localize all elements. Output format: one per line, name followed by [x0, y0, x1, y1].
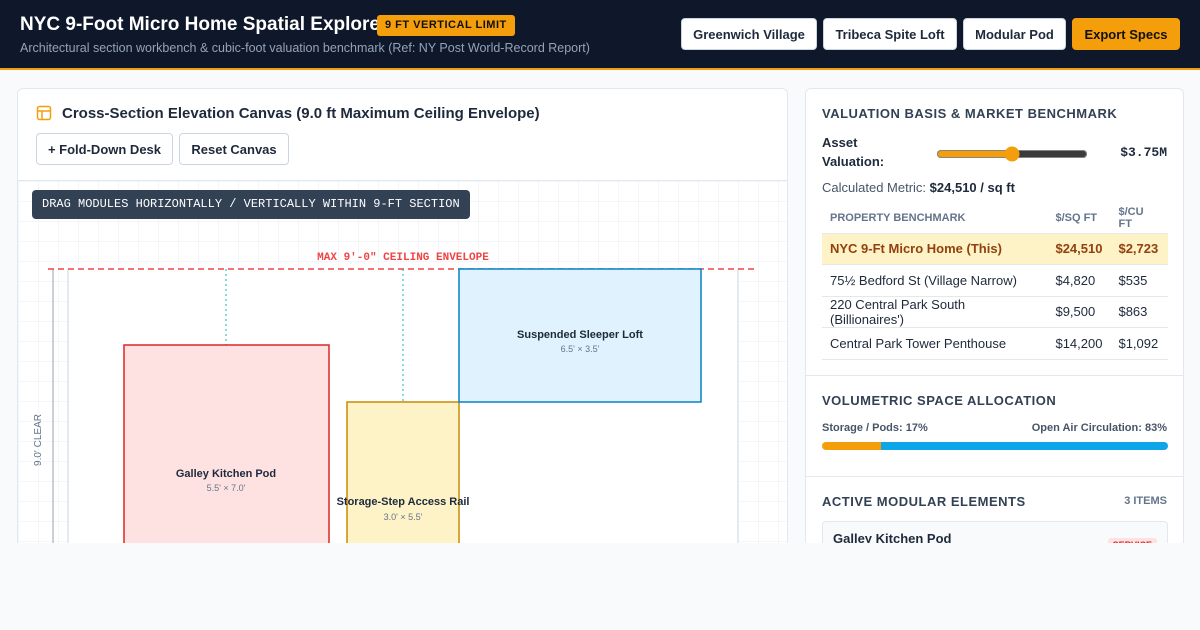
allocation-bar: [822, 442, 1168, 450]
storage-share: [822, 442, 881, 450]
module[interactable]: Storage-Step Access Rail 3.0' × 5.5': [337, 401, 470, 558]
metric-label: Calculated Metric:: [822, 180, 927, 195]
module-label: Galley Kitchen Pod: [176, 468, 276, 480]
section-title: VOLUMETRIC SPACE ALLOCATION: [822, 393, 1057, 408]
table-row: Central Park Tower Penthouse $14,200 $1,09…: [822, 327, 1168, 360]
subtitle: Architectural section workbench & cubic-…: [20, 41, 590, 55]
table-cell: $24,510: [1047, 233, 1111, 265]
canvas-panel: Cross-Section Elevation Canvas (9.0 ft M…: [17, 88, 788, 558]
section-title: VALUATION BASIS & MARKET BENCHMARK: [822, 106, 1118, 121]
preset-button[interactable]: Modular Pod: [963, 18, 1066, 50]
benchmark-table: PROPERTY BENCHMARK $/SQ FT $/CU FT NYC 9-F…: [822, 203, 1168, 360]
add-button[interactable]: + Fold-Down Desk: [36, 133, 173, 165]
badge: 9 FT VERTICAL LIMIT: [377, 15, 515, 36]
storage-label: Storage / Pods: 17%: [822, 422, 928, 434]
metric-value: $24,510 / sq ft: [929, 180, 1015, 195]
blank-area: [0, 543, 1200, 630]
column-header: $/SQ FT: [1047, 203, 1111, 234]
valuation-slider[interactable]: [936, 146, 1088, 162]
section-title: ACTIVE MODULAR ELEMENTS: [822, 494, 1026, 509]
table-cell: $863: [1110, 296, 1168, 328]
table-cell: $535: [1110, 264, 1168, 297]
header: NYC 9-Foot Micro Home Spatial Explorer 9…: [0, 0, 1200, 70]
preset-button[interactable]: Greenwich Village: [681, 18, 817, 50]
asset-label: Asset Valuation:: [822, 135, 885, 169]
table-cell: Central Park Tower Penthouse: [822, 327, 1048, 360]
hint: DRAG MODULES HORIZONTALLY / VERTICALLY W…: [32, 190, 470, 219]
module[interactable]: Suspended Sleeper Loft 6.5' × 3.5': [458, 268, 702, 403]
item-count: 3 ITEMS: [1124, 495, 1167, 507]
table-row: NYC 9-Ft Micro Home (This) $24,510 $2,723: [822, 233, 1168, 265]
table-cell: $9,500: [1047, 296, 1111, 328]
reset-button[interactable]: Reset Canvas: [179, 133, 289, 165]
module-label: Suspended Sleeper Loft: [517, 329, 643, 341]
table-cell: $1,092: [1110, 327, 1168, 360]
preset-button[interactable]: Tribeca Spite Loft: [823, 18, 957, 50]
column-header: $/CU FT: [1110, 203, 1168, 234]
air-label: Open Air Circulation: 83%: [1031, 422, 1167, 434]
column-header: PROPERTY BENCHMARK: [822, 203, 1048, 234]
side-panel: VALUATION BASIS & MARKET BENCHMARK Asset…: [805, 88, 1184, 558]
element-name: Galley Kitchen Pod: [833, 531, 952, 546]
module-dims: 5.5' × 7.0': [207, 483, 246, 493]
app-title: NYC 9-Foot Micro Home Spatial Explorer: [20, 14, 388, 35]
asset-value: $3.75M: [1120, 145, 1167, 160]
section-canvas: MAX 9'-0" CEILING ENVELOPE 9.0' CLEAR Ga…: [18, 180, 787, 558]
table-cell: 75½ Bedford St (Village Narrow): [822, 264, 1048, 297]
ceiling-label: MAX 9'-0" CEILING ENVELOPE: [317, 252, 489, 264]
clear-label: 9.0' CLEAR: [33, 414, 44, 466]
table-cell: $4,820: [1047, 264, 1111, 297]
icon: [36, 105, 52, 121]
table-cell: NYC 9-Ft Micro Home (This): [822, 233, 1048, 265]
table-cell: $14,200: [1047, 327, 1111, 360]
table-cell: $2,723: [1110, 233, 1168, 265]
table-row: 75½ Bedford St (Village Narrow) $4,820 $53…: [822, 264, 1168, 297]
module-dims: 6.5' × 3.5': [561, 344, 600, 354]
export-button[interactable]: Export Specs: [1072, 18, 1180, 50]
module-dims: 3.0' × 5.5': [384, 512, 423, 522]
table-cell: 220 Central Park South (Billionaires'): [822, 296, 1048, 328]
panel-title: Cross-Section Elevation Canvas (9.0 ft M…: [62, 105, 540, 122]
module-label: Storage-Step Access Rail: [337, 496, 470, 508]
module[interactable]: Galley Kitchen Pod 5.5' × 7.0': [123, 344, 330, 558]
table-row: 220 Central Park South (Billionaires') $9…: [822, 296, 1168, 328]
air-share: [880, 442, 1168, 450]
